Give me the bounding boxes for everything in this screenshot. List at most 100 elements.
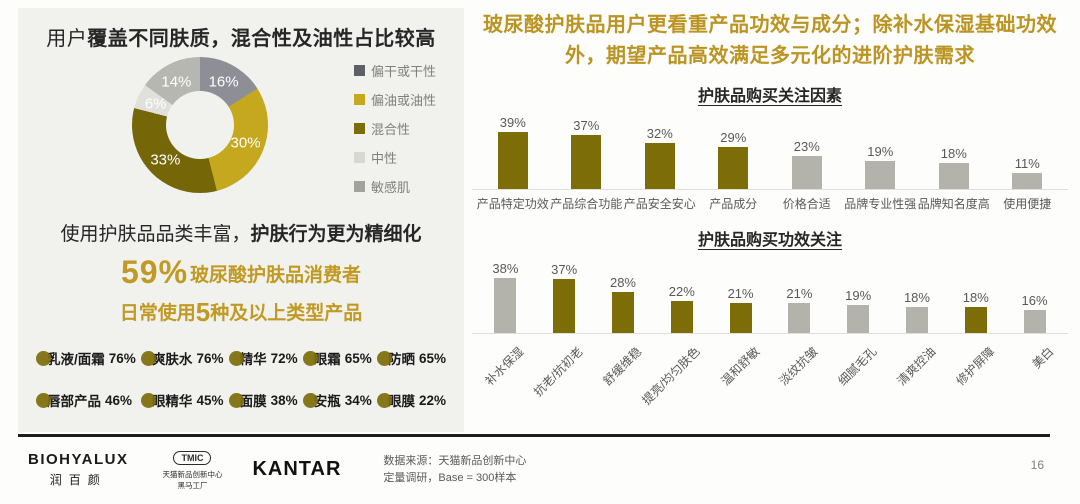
bar-category-label: 清爽控油	[894, 344, 939, 389]
bar-category-label: 补水保湿	[482, 344, 527, 389]
product-item: 面膜 38%	[228, 390, 298, 410]
product-label: 面膜	[239, 394, 267, 409]
bullet-dot-icon	[302, 350, 318, 366]
bar-column: 11%	[991, 156, 1065, 189]
product-item: 安瓶 34%	[302, 390, 372, 410]
source-line-1: 数据来源：天猫新品创新中心	[383, 455, 527, 467]
efficacy-focus-chart: 护肤品购买功效关注 38% 37% 28% 22% 21% 21% 19% 18% 18% 16%…	[472, 226, 1068, 411]
left-title-bold: 覆盖不同肤质，混合性及油性占比较高	[87, 28, 436, 50]
bar-category-label: 价格合适	[782, 197, 831, 211]
bar-column: 19%	[844, 144, 918, 189]
kantar-logo: KANTAR	[252, 458, 342, 480]
bar-column: 18%	[888, 290, 947, 333]
product-item: 眼膜 22%	[376, 390, 446, 410]
product-value: 76%	[196, 350, 224, 366]
highlight-line-1: 59% 玻尿酸护肤品消费者	[32, 254, 450, 291]
legend-swatch-icon	[353, 181, 365, 192]
skin-type-donut-section: 16% 30% 33% 6% 14% 偏干或干性 偏油或油性 混合性 中性 敏感肌	[32, 57, 450, 209]
bar-category-label: 产品安全安心	[623, 197, 696, 211]
right-panel: 玻尿酸护肤品用户更看重产品功效与成分；除补水保湿基础功效外，期望产品高效满足多元…	[472, 10, 1068, 411]
product-label: 爽肤水	[151, 352, 193, 367]
bullet-dot-icon	[376, 392, 392, 408]
bar-value-label: 11%	[1014, 156, 1040, 172]
bar-column: 18%	[917, 146, 991, 189]
bar-value-label: 18%	[962, 289, 989, 305]
legend-label: 偏干或干性	[370, 64, 436, 79]
bar-category-label: 修护屏障	[953, 344, 998, 389]
product-label: 精华	[239, 352, 267, 367]
bar-value-label: 29%	[720, 129, 747, 145]
highlight-59-percent: 59%	[120, 254, 189, 290]
bar-column: 16%	[1005, 293, 1064, 333]
bar-column: 32%	[623, 126, 697, 189]
bar-category-label: 温和舒敏	[718, 344, 762, 389]
bar-category-label: 提亮/均匀肤色	[639, 344, 704, 408]
product-value: 76%	[108, 350, 136, 366]
product-item: 眼霜 65%	[302, 348, 372, 368]
bar-value-label: 19%	[867, 144, 894, 160]
product-label: 乳液/面霜	[47, 352, 105, 367]
left-subtitle: 使用护肤品品类丰富，护肤行为更为精细化	[32, 219, 450, 246]
legend-swatch-icon	[353, 123, 365, 134]
product-value: 46%	[105, 392, 133, 408]
highlight-line-2-pre: 日常使用	[119, 303, 196, 324]
bar	[494, 277, 517, 333]
chart1-title: 护肤品购买关注因素	[697, 88, 842, 105]
bar-value-label: 16%	[1021, 292, 1048, 308]
chart2-bars: 38% 37% 28% 22% 21% 21% 19% 18% 18% 16%	[472, 254, 1068, 334]
donut-slice-label: 30%	[230, 134, 261, 152]
legend-item: 中性	[353, 148, 436, 167]
tmic-badge-icon: TMIC	[173, 451, 212, 465]
highlight-line-2: 日常使用5种及以上类型产品	[32, 297, 450, 328]
bar	[791, 155, 822, 189]
legend-label: 敏感肌	[370, 180, 410, 195]
legend-label: 中性	[370, 151, 397, 166]
chart1-category-labels: 产品特定功效 产品综合功能 产品安全安心 产品成分 价格合适 品牌专业性强 品牌知名度高 使用…	[472, 195, 1068, 212]
bar-column: 21%	[711, 286, 770, 333]
left-title: 用户覆盖不同肤质，混合性及油性占比较高	[32, 22, 450, 51]
bar	[847, 305, 870, 333]
bar-category-label: 产品成分	[709, 197, 758, 211]
legend-item: 偏干或干性	[353, 61, 436, 80]
bar	[1023, 309, 1046, 333]
bar-column: 37%	[535, 262, 594, 333]
donut-slice-label: 33%	[150, 151, 181, 169]
bar-category-label: 品牌知名度高	[917, 197, 990, 211]
biohyalux-wordmark: BIOHYALUX	[28, 451, 129, 468]
product-item: 爽肤水 76%	[140, 348, 224, 368]
legend-item: 偏油或油性	[353, 90, 436, 109]
chart1-bars: 39% 37% 32% 29% 23% 19% 18% 11%	[472, 110, 1068, 190]
product-item: 眼精华 45%	[140, 390, 223, 410]
bar-category-label: 抗老/抗初老	[530, 344, 586, 400]
bar-value-label: 38%	[492, 260, 519, 276]
donut-chart: 16% 30% 33% 6% 14%	[132, 57, 268, 193]
bar	[553, 279, 576, 333]
page-number: 16	[1030, 458, 1044, 472]
bar-value-label: 21%	[786, 285, 813, 301]
product-label: 唇部产品	[47, 394, 101, 409]
biohyalux-chinese-name: 润百颜	[49, 473, 107, 487]
product-label: 眼精华	[151, 394, 193, 409]
bar	[788, 302, 811, 333]
bar-category-label: 细腻毛孔	[835, 344, 880, 389]
bar	[938, 162, 969, 189]
highlight-5: 5	[195, 297, 211, 327]
bullet-dot-icon	[36, 350, 51, 366]
bar	[670, 301, 693, 333]
bar	[964, 306, 987, 333]
donut-slice-label: 6%	[144, 95, 167, 113]
bar-column: 37%	[550, 118, 624, 189]
product-item: 精华 72%	[228, 348, 298, 368]
bar	[497, 132, 528, 189]
tmic-line1: 天猫新品创新中心	[162, 470, 223, 479]
bar-value-label: 19%	[845, 288, 872, 304]
bar-column: 28%	[594, 275, 653, 333]
bar	[905, 306, 928, 333]
product-label: 眼霜	[313, 352, 341, 367]
bar-category-label: 使用便捷	[1003, 197, 1052, 211]
bar	[718, 146, 749, 189]
bullet-dot-icon	[36, 392, 51, 408]
bar-category-label: 产品综合功能	[550, 197, 623, 211]
bar-value-label: 39%	[499, 115, 526, 131]
bar-column: 22%	[652, 284, 711, 333]
